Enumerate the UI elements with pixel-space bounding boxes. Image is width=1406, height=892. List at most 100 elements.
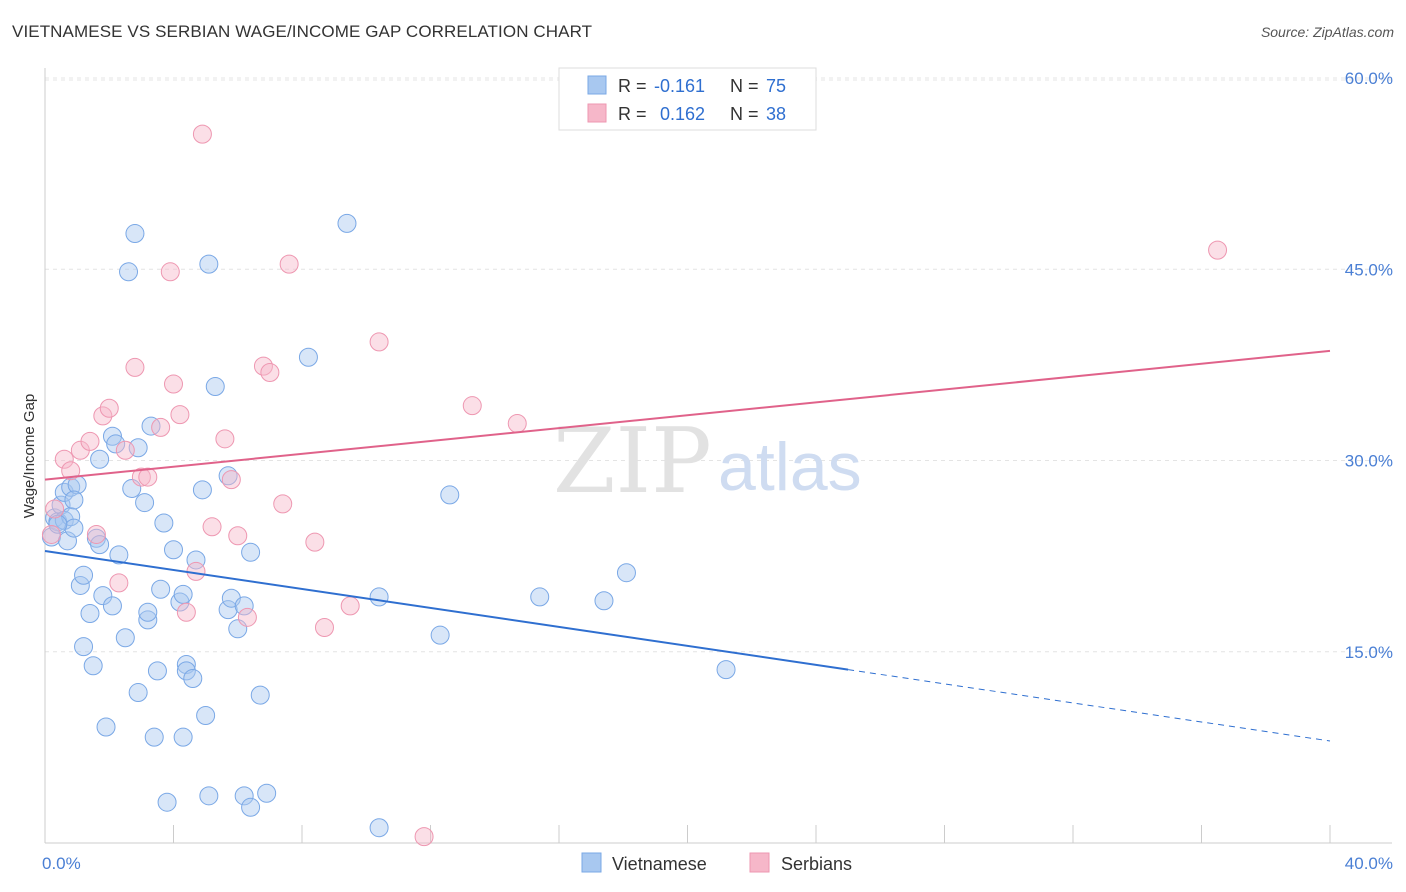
data-point [716,660,736,680]
data-point [74,565,94,585]
data-point [192,480,212,500]
data-point [369,587,389,607]
x-tick-label: 0.0% [42,854,81,873]
data-point [199,254,219,274]
watermark-zip: ZIP [553,409,712,514]
bottom-legend-label-serbians: Serbians [781,854,852,874]
trend-line-extension-vietnamese [848,669,1331,742]
data-point [314,618,334,638]
y-tick-label: 30.0% [1345,452,1393,471]
data-point [369,818,389,838]
data-point [218,466,238,486]
data-point [93,586,113,606]
data-point [102,596,122,616]
data-point [250,685,270,705]
data-point [305,532,325,552]
data-point [273,494,293,514]
data-point [369,332,389,352]
data-point [202,517,222,537]
data-point [138,610,158,630]
data-point [45,499,65,519]
data-point [109,573,129,593]
data-point [99,398,119,418]
y-tick-labels: 15.0% 30.0% 45.0% 60.0% [1345,69,1393,662]
legend-swatch-serbians [587,103,607,123]
data-point [234,596,254,616]
data-point [176,655,196,674]
data-point [340,596,360,616]
data-point [176,661,196,681]
data-point [151,579,171,599]
data-point [260,363,280,383]
axes [44,68,1392,844]
data-point [141,416,161,436]
data-point [1208,240,1228,260]
data-point [430,625,450,645]
legend-n-value: 75 [766,76,786,96]
legend-r-value: 0.162 [660,104,705,124]
data-point [337,213,357,233]
data-point [80,604,100,623]
data-points [41,124,1228,847]
data-point [530,587,550,607]
data-point [125,224,145,244]
y-axis-label: Wage/Income Gap [21,394,38,519]
watermark-atlas: atlas [718,429,862,505]
data-point [157,792,177,812]
data-point [70,575,90,595]
data-point [205,377,225,397]
data-point [138,467,158,487]
data-point [199,786,219,806]
data-point [106,434,126,454]
y-tick-label: 15.0% [1345,643,1393,662]
data-point [183,669,203,689]
legend-r-label: R = [618,104,647,124]
data-point [160,262,180,282]
data-point [440,485,460,505]
data-point [128,683,148,703]
data-point [215,429,235,449]
data-point [90,535,110,555]
bottom-legend-swatch-vietnamese [581,852,602,873]
data-point [96,717,116,737]
data-point [147,661,167,681]
trend-line-vietnamese [44,550,849,671]
data-point [616,563,636,583]
data-point [61,461,81,481]
legend-n-label: N = [730,76,759,96]
data-point [173,584,193,604]
data-point [173,727,193,747]
data-point [164,374,183,394]
data-point [109,545,129,565]
legend-swatch-vietnamese [587,75,607,95]
bottom-legend-swatch-serbians [749,852,770,873]
data-point [144,727,164,747]
y-tick-label: 45.0% [1345,260,1393,279]
data-point [115,440,135,460]
data-point [257,783,277,803]
legend-n-label: N = [730,104,759,124]
data-point [241,542,261,562]
data-point [221,470,241,490]
series-serbians [41,124,1228,847]
data-point [41,524,61,544]
legend-r-label: R = [618,76,647,96]
data-point [125,357,145,377]
data-point [237,607,257,627]
data-point [279,254,299,274]
data-point [119,262,139,282]
data-point [90,449,110,469]
legend-r-value: -0.161 [654,76,705,96]
data-point [54,449,74,469]
data-point [57,531,77,551]
data-point [80,431,100,451]
data-point [164,540,183,560]
data-point [192,124,212,144]
data-point [102,426,122,446]
data-point [241,797,261,817]
source-attribution: Source: ZipAtlas.com [1260,24,1394,40]
chart-title: VIETNAMESE VS SERBIAN WAGE/INCOME GAP CO… [12,22,593,41]
data-point [74,637,94,657]
data-point [48,514,68,534]
